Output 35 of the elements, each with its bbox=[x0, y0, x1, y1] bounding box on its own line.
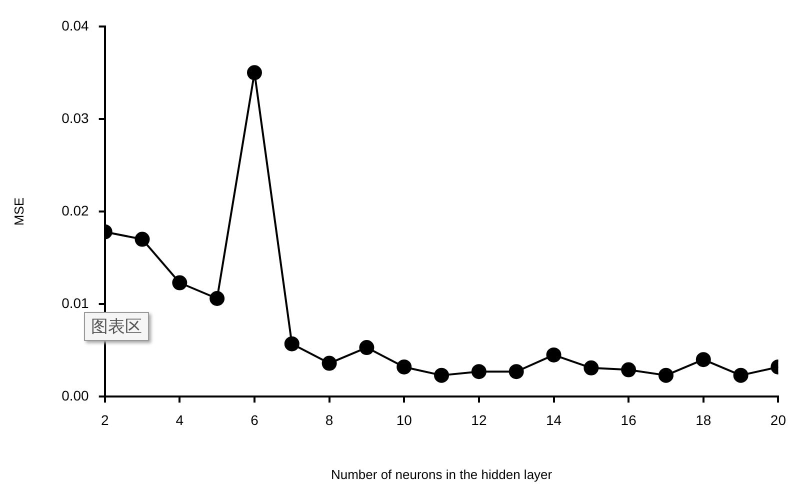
x-tick-label: 10 bbox=[396, 412, 412, 428]
y-tick-label: 0.00 bbox=[62, 387, 90, 404]
x-tick-label: 12 bbox=[471, 412, 487, 428]
point bbox=[621, 362, 636, 378]
x-tick-label: 14 bbox=[546, 412, 562, 428]
annotation: 图表区 bbox=[84, 312, 149, 341]
point bbox=[584, 360, 599, 376]
point bbox=[434, 368, 450, 383]
y-axis-title: MSE bbox=[11, 197, 26, 226]
point bbox=[546, 347, 562, 362]
x-axis-title: Number of neurons in the hidden layer bbox=[330, 466, 553, 482]
x-tick-label: 8 bbox=[325, 412, 334, 428]
x-tick-label: 6 bbox=[250, 412, 259, 428]
point bbox=[134, 232, 150, 247]
point bbox=[396, 359, 412, 374]
y-tick-label: 0.04 bbox=[62, 17, 90, 34]
point bbox=[359, 340, 374, 356]
point bbox=[322, 356, 337, 371]
y-tick-label: 0.03 bbox=[62, 110, 90, 126]
point bbox=[508, 364, 524, 380]
point bbox=[696, 352, 711, 368]
y-tick-label: 0.01 bbox=[62, 294, 90, 311]
point bbox=[658, 368, 674, 383]
point bbox=[733, 368, 748, 383]
x-tick-label: 16 bbox=[620, 412, 637, 428]
y-tick-label: 0.02 bbox=[62, 202, 90, 218]
x-tick-label: 18 bbox=[696, 412, 712, 428]
x-tick-label: 4 bbox=[176, 412, 184, 428]
point bbox=[471, 364, 486, 380]
x-tick-label: 20 bbox=[770, 412, 786, 428]
point bbox=[246, 65, 262, 80]
x-tick-label: 2 bbox=[100, 412, 109, 428]
point bbox=[172, 275, 188, 290]
point bbox=[210, 290, 225, 306]
point bbox=[284, 336, 300, 352]
